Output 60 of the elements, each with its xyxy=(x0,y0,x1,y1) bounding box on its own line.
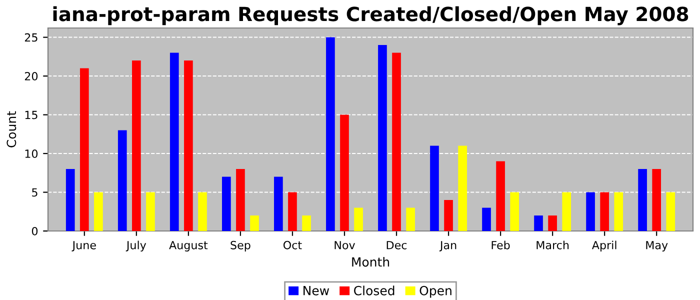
bar xyxy=(146,192,155,231)
x-tick-label: Oct xyxy=(283,240,302,250)
bar xyxy=(652,169,662,231)
x-tick-label: June xyxy=(72,241,96,252)
y-tick-label: 15 xyxy=(25,110,38,120)
x-axis-title: Month xyxy=(352,257,390,267)
bar xyxy=(430,146,439,231)
bar xyxy=(132,60,141,231)
bar xyxy=(614,192,624,231)
bar xyxy=(638,169,647,231)
bar xyxy=(600,192,609,231)
x-tick-label: Nov xyxy=(334,241,356,250)
bar xyxy=(444,200,453,231)
x-tick-label: March xyxy=(536,240,569,250)
bar xyxy=(118,130,127,231)
x-tick-label: Feb xyxy=(492,240,510,250)
bar xyxy=(288,192,297,231)
x-tick-label: August xyxy=(169,241,208,252)
x-tick-label: Dec xyxy=(386,241,407,250)
y-tick-label: 5 xyxy=(32,188,38,197)
y-tick-label: 0 xyxy=(32,226,38,236)
bar xyxy=(222,176,231,231)
bar xyxy=(326,37,335,231)
bar xyxy=(66,169,75,231)
bar xyxy=(666,192,676,231)
bar xyxy=(534,216,543,231)
y-tick-label: 20 xyxy=(24,72,38,80)
bar xyxy=(236,169,245,231)
bar xyxy=(562,192,572,231)
y-tick-label: 10 xyxy=(25,149,38,158)
x-tick-label: July xyxy=(126,240,146,252)
x-tick-label: Sep xyxy=(230,240,250,252)
bar xyxy=(378,45,387,231)
bar xyxy=(496,161,505,231)
bar xyxy=(458,146,467,231)
bar xyxy=(80,68,89,231)
bar xyxy=(354,208,363,231)
bar xyxy=(482,208,491,231)
legend-label: New xyxy=(304,286,330,296)
bar xyxy=(510,192,520,231)
bar xyxy=(548,216,557,231)
legend-label: Closed xyxy=(354,286,394,296)
bar xyxy=(184,60,193,231)
bar xyxy=(250,216,259,231)
bar xyxy=(586,192,595,231)
bar xyxy=(340,114,349,231)
chart-title: iana-prot-param Requests Created/Closed/Open May 2008 xyxy=(53,6,688,26)
bar xyxy=(198,192,207,231)
bar xyxy=(94,192,103,231)
bar xyxy=(170,52,179,231)
legend-label: Open xyxy=(420,286,452,298)
bar xyxy=(274,176,283,231)
x-tick-label: April xyxy=(592,240,616,252)
x-tick-label: May xyxy=(646,241,668,252)
bar xyxy=(392,52,401,231)
bar xyxy=(406,208,415,231)
y-tick-label: 25 xyxy=(24,33,38,42)
bar xyxy=(302,216,311,231)
y-axis-title: Count xyxy=(6,111,16,148)
x-tick-label: Jan xyxy=(439,241,456,252)
